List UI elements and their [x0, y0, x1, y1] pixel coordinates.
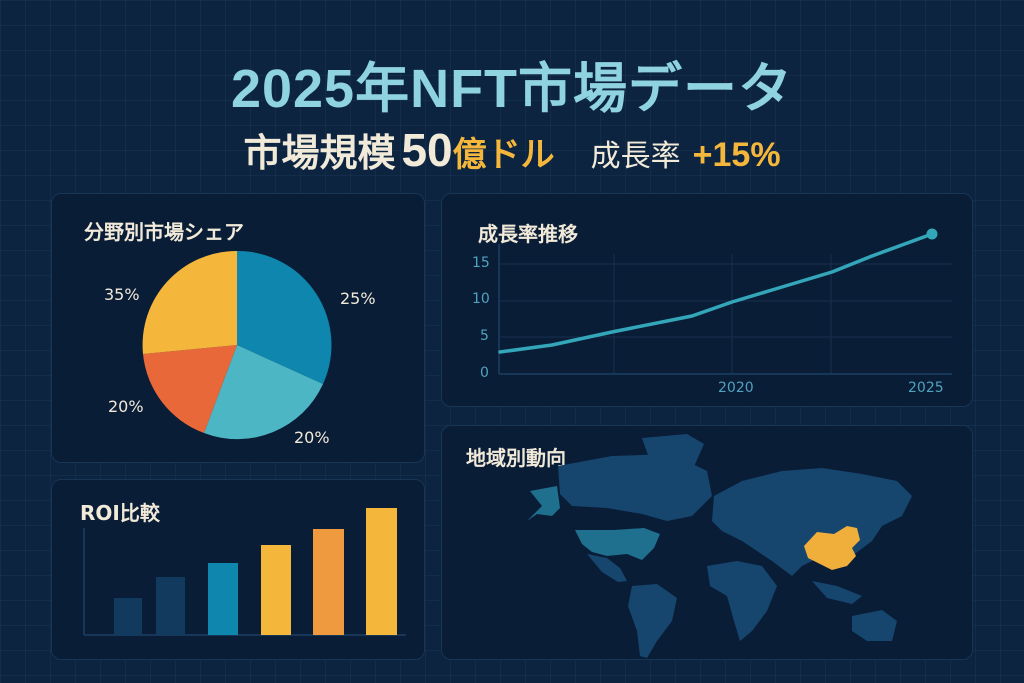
- bar-panel: ROI比較: [51, 479, 425, 660]
- page-title: 2025年NFT市場データ: [230, 59, 794, 119]
- greenland-region: [642, 434, 704, 486]
- market-size-label: 市場規模: [243, 131, 396, 175]
- southeast-asia-region: [812, 581, 862, 604]
- bar-chart: [83, 508, 406, 636]
- eurasia-region: [712, 468, 912, 576]
- y-tick-5: 5: [480, 328, 489, 344]
- map-title: 地域別動向: [466, 446, 566, 470]
- y-tick-0: 0: [480, 365, 489, 381]
- market-size-unit: 億ドル: [452, 135, 555, 175]
- bar-title: ROI比較: [80, 501, 160, 525]
- map-panel: 地域別動向: [441, 425, 973, 660]
- australia-region: [852, 610, 897, 641]
- y-tick-15: 15: [472, 255, 490, 271]
- market-size-value: 50: [401, 124, 453, 176]
- alaska-region: [527, 486, 560, 521]
- line-chart: [498, 228, 952, 375]
- line-title: 成長率推移: [478, 222, 578, 246]
- x-tick-2025: 2025: [908, 380, 944, 396]
- world-map: [527, 434, 912, 658]
- line-panel: 成長率推移 15 10 5 0 2020 2025: [441, 193, 973, 407]
- growth-value: +15%: [692, 136, 781, 174]
- china-region: [804, 526, 860, 570]
- pie-label-2: 20%: [294, 428, 330, 447]
- y-tick-10: 10: [472, 291, 490, 307]
- pie-label-4: 35%: [104, 285, 140, 304]
- pie-title: 分野別市場シェア: [84, 220, 244, 244]
- usa-region: [575, 528, 660, 560]
- pie-label-1: 25%: [340, 289, 376, 308]
- subtitle: 市場規模 50億ドル 成長率 +15%: [0, 122, 1024, 177]
- pie-label-3: 20%: [108, 397, 144, 416]
- central-america-region: [587, 554, 627, 582]
- pie-panel: 分野別市場シェア 25% 20% 20% 35%: [51, 193, 425, 463]
- growth-label: 成長率: [590, 139, 681, 174]
- x-tick-2020: 2020: [718, 380, 754, 396]
- pie-chart: [142, 250, 332, 440]
- africa-region: [707, 561, 777, 641]
- south-america-region: [628, 584, 677, 658]
